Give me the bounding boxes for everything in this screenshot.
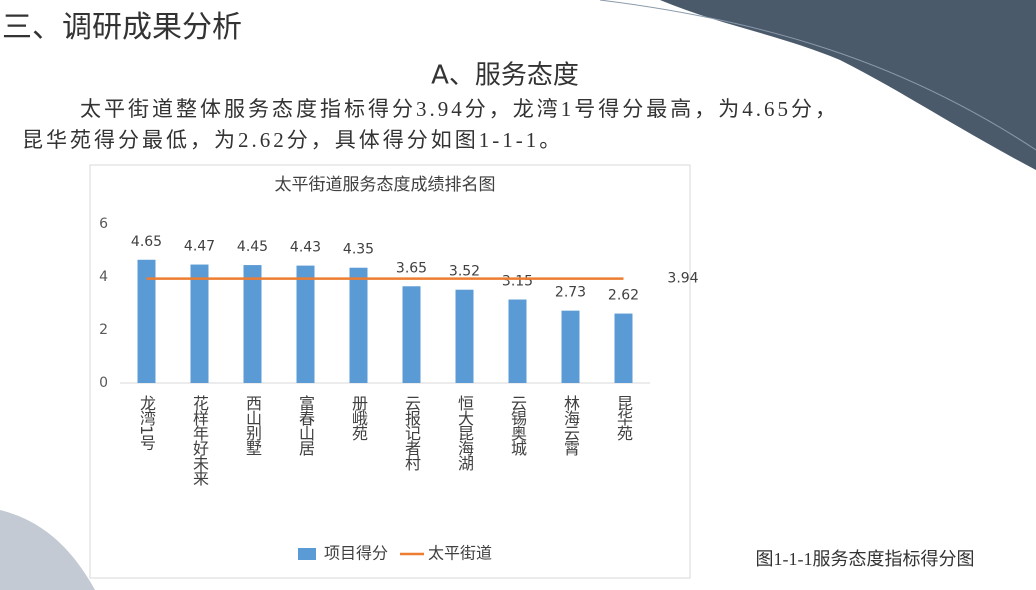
x-tick-label: 云锡奥城 bbox=[508, 395, 527, 457]
x-tick-label: 昆华苑 bbox=[614, 395, 633, 441]
bar bbox=[296, 265, 315, 383]
x-tick-label: 恒大昆海湖 bbox=[455, 395, 474, 472]
chart-area bbox=[89, 164, 691, 579]
data-label: 3.52 bbox=[449, 264, 480, 280]
x-tick-label: 册峨苑 bbox=[349, 395, 368, 441]
decor-bottom bbox=[0, 510, 95, 590]
data-label: 3.65 bbox=[396, 260, 427, 276]
bar bbox=[349, 267, 368, 383]
y-tick-label: 6 bbox=[99, 216, 108, 232]
legend-label: 项目得分 bbox=[324, 544, 388, 563]
bar bbox=[614, 313, 633, 383]
data-label: 4.47 bbox=[184, 239, 215, 255]
caption: 图1-1-1服务态度指标得分图 bbox=[756, 549, 975, 569]
bar bbox=[137, 259, 156, 383]
decor-curve bbox=[599, 0, 1036, 151]
decor-top bbox=[660, 0, 1036, 170]
heading: 三、调研成果分析 bbox=[2, 11, 242, 44]
data-label: 3.15 bbox=[502, 274, 533, 290]
y-tick-label: 2 bbox=[99, 322, 108, 338]
x-tick-label: 花样年好未来 bbox=[190, 395, 209, 486]
data-label: 4.65 bbox=[131, 234, 162, 250]
x-tick-label: 西山别墅 bbox=[243, 395, 262, 456]
paragraph-line: 昆华苑得分最低，为2.62分，具体得分如图1-1-1。 bbox=[22, 128, 563, 152]
paragraph-line: 太平街道整体服务态度指标得分3.94分，龙湾1号得分最高，为4.65分， bbox=[80, 97, 839, 121]
data-label: 2.62 bbox=[608, 288, 639, 304]
x-tick-label: 龙湾1号 bbox=[137, 395, 156, 451]
x-tick-label: 林海云霄 bbox=[561, 395, 580, 456]
bar bbox=[402, 286, 421, 383]
data-label: 4.45 bbox=[237, 239, 268, 255]
data-label: 4.35 bbox=[343, 242, 374, 258]
bar bbox=[561, 310, 580, 383]
data-label: 3.94 bbox=[667, 271, 698, 287]
x-tick-label: 富春山居 bbox=[296, 395, 315, 456]
data-label: 2.73 bbox=[555, 285, 586, 301]
subheading: A、服务态度 bbox=[431, 61, 579, 91]
legend-label: 太平街道 bbox=[428, 544, 492, 563]
x-tick-label: 云报记者村 bbox=[402, 395, 421, 471]
bar bbox=[190, 264, 209, 383]
legend-swatch bbox=[298, 548, 316, 560]
y-tick-label: 4 bbox=[99, 269, 108, 285]
bar bbox=[243, 265, 262, 383]
bar bbox=[455, 289, 474, 383]
y-tick-label: 0 bbox=[99, 375, 108, 391]
bar bbox=[508, 299, 527, 383]
chart-title: 太平街道服务态度成绩排名图 bbox=[275, 175, 496, 195]
data-label: 4.43 bbox=[290, 240, 321, 256]
